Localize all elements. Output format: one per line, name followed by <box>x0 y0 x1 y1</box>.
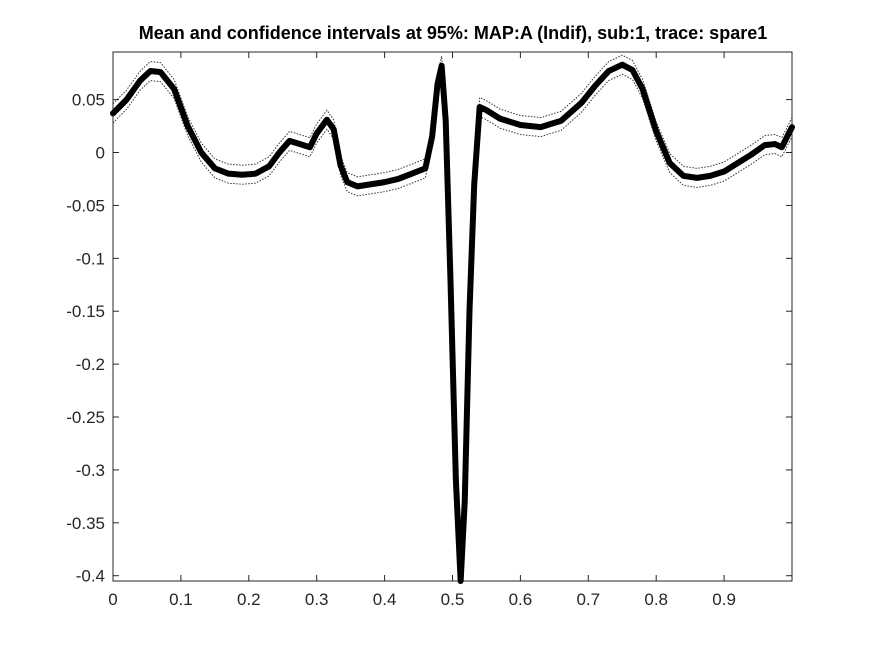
y-tick-label: -0.15 <box>66 302 105 321</box>
y-tick-label: -0.3 <box>76 461 105 480</box>
y-tick-label: -0.4 <box>76 567 105 586</box>
y-tick-label: -0.2 <box>76 355 105 374</box>
x-tick-label: 0.4 <box>373 590 397 609</box>
y-axis: 0.05 0 -0.05 -0.1 -0.15 -0.2 -0.25 -0.3 -0.35 -0.… <box>66 91 792 586</box>
mean-line <box>110 61 795 584</box>
series-layer <box>110 61 795 584</box>
y-tick-label: -0.25 <box>66 408 105 427</box>
x-tick-label: 0.8 <box>644 590 668 609</box>
x-tick-label: 0.5 <box>441 590 465 609</box>
x-tick-label: 0.7 <box>576 590 600 609</box>
x-tick-label: 0.1 <box>169 590 193 609</box>
y-tick-label: 0.05 <box>72 91 105 110</box>
x-axis: 0 0.1 0.2 0.3 0.4 0.5 0.6 0.7 0.8 0.9 <box>108 52 736 609</box>
x-tick-label: 0.9 <box>712 590 736 609</box>
x-tick-label: 0 <box>108 590 117 609</box>
y-tick-label: 0 <box>96 144 105 163</box>
y-tick-label: -0.1 <box>76 249 105 268</box>
chart-title: Mean and confidence intervals at 95%: MA… <box>139 23 767 43</box>
y-tick-label: -0.35 <box>66 514 105 533</box>
x-tick-label: 0.3 <box>305 590 329 609</box>
x-tick-label: 0.6 <box>509 590 533 609</box>
y-tick-label: -0.05 <box>66 196 105 215</box>
x-tick-label: 0.2 <box>237 590 261 609</box>
